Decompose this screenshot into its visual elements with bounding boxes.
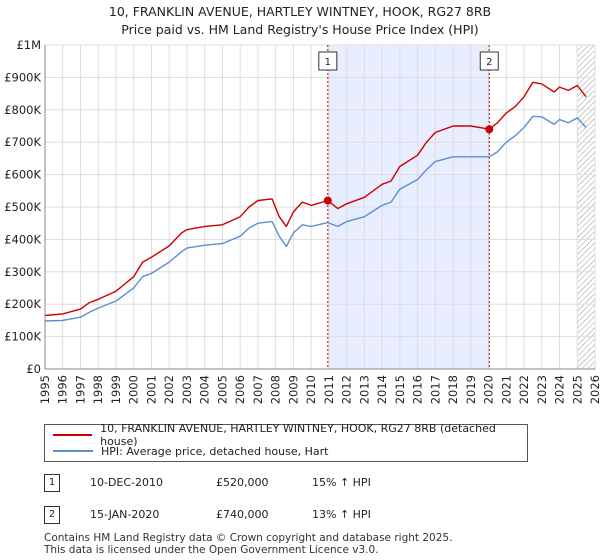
x-tick-label: 1995 xyxy=(38,375,52,404)
y-tick-label: £0 xyxy=(26,362,41,376)
x-tick-label: 1998 xyxy=(91,375,105,404)
x-tick-label: 2003 xyxy=(180,375,194,404)
hpi-line xyxy=(44,115,587,322)
y-tick-label: £100K xyxy=(4,330,41,344)
x-tick-label: 2024 xyxy=(553,375,567,404)
y-tick-label: £800K xyxy=(4,103,41,117)
x-tick-label: 2005 xyxy=(215,375,229,404)
y-tick-label: £200K xyxy=(4,297,41,311)
x-tick-label: 2015 xyxy=(393,375,407,404)
footer-license: This data is licensed under the Open Gov… xyxy=(44,544,379,556)
x-tick-label: 2002 xyxy=(162,375,176,404)
sale-point xyxy=(485,125,494,134)
transaction-badge: 1 xyxy=(44,474,60,492)
marker-label-box xyxy=(479,51,499,71)
x-tick-label: 2009 xyxy=(286,375,300,404)
x-tick-label: 2019 xyxy=(464,375,478,404)
x-tick-label: 2007 xyxy=(251,375,265,404)
x-tick-label: 2022 xyxy=(517,375,531,404)
hpi-line-swatch xyxy=(53,450,93,452)
x-tick-label: 2001 xyxy=(144,375,158,404)
legend: 10, FRANKLIN AVENUE, HARTLEY WINTNEY, HO… xyxy=(44,422,528,462)
x-tick-label: 2021 xyxy=(499,375,513,404)
transaction-price: £520,000 xyxy=(216,476,269,489)
transaction-date: 15-JAN-2020 xyxy=(90,508,160,521)
chart-subtitle: Price paid vs. HM Land Registry's House … xyxy=(121,22,479,37)
transaction-hpi: 13% ↑ HPI xyxy=(312,508,371,521)
x-tick-label: 2023 xyxy=(535,375,549,404)
transaction-hpi: 15% ↑ HPI xyxy=(312,476,371,489)
marker-label: 2 xyxy=(486,57,492,68)
x-tick-label: 2017 xyxy=(428,375,442,404)
y-tick-label: £500K xyxy=(4,200,41,214)
footer-copyright: Contains HM Land Registry data © Crown c… xyxy=(44,532,453,544)
marker-label: 1 xyxy=(325,57,331,68)
x-tick-label: 1999 xyxy=(109,375,123,404)
x-tick-label: 2025 xyxy=(570,375,584,404)
legend-hpi-label: HPI: Average price, detached house, Hart xyxy=(101,444,329,458)
x-tick-label: 1997 xyxy=(73,375,87,404)
transaction-badge: 2 xyxy=(44,506,60,524)
x-tick-label: 2008 xyxy=(269,375,283,404)
y-tick-label: £400K xyxy=(4,232,41,246)
legend-property-label: 10, FRANKLIN AVENUE, HARTLEY WINTNEY, HO… xyxy=(100,422,496,448)
marker-label-box xyxy=(318,51,338,71)
property-line-swatch xyxy=(53,434,93,436)
x-tick-label: 2016 xyxy=(411,375,425,404)
x-tick-label: 2012 xyxy=(340,375,354,404)
x-tick-label: 2018 xyxy=(446,375,460,404)
y-tick-label: £700K xyxy=(4,135,41,149)
chart-title: 10, FRANKLIN AVENUE, HARTLEY WINTNEY, HO… xyxy=(108,4,492,19)
x-tick-label: 2006 xyxy=(233,375,247,404)
y-tick-label: £600K xyxy=(4,168,41,182)
x-tick-label: 2000 xyxy=(127,375,141,404)
y-tick-label: £300K xyxy=(4,265,41,279)
x-tick-label: 2013 xyxy=(357,375,371,404)
x-tick-label: 2011 xyxy=(322,375,336,404)
transaction-date: 10-DEC-2010 xyxy=(90,476,164,489)
y-tick-label: £900K xyxy=(4,70,41,84)
legend-item-property: 10, FRANKLIN AVENUE, HARTLEY WINTNEY, HO… xyxy=(53,422,527,448)
legend-item-hpi: HPI: Average price, detached house, Hart xyxy=(53,443,328,459)
x-tick-label: 2004 xyxy=(198,375,212,404)
sale-point xyxy=(323,196,332,205)
x-tick-label: 2010 xyxy=(304,375,318,404)
price-chart: £0 £100K £200K £300K £400K £500K £600K £700K £80… xyxy=(4,38,600,404)
x-tick-label: 1996 xyxy=(56,375,70,404)
transaction-price: £740,000 xyxy=(216,508,269,521)
y-tick-label: £1M xyxy=(16,38,41,52)
x-tick-label: 2026 xyxy=(588,375,600,404)
x-tick-label: 2020 xyxy=(482,375,496,404)
x-tick-label: 2014 xyxy=(375,375,389,404)
